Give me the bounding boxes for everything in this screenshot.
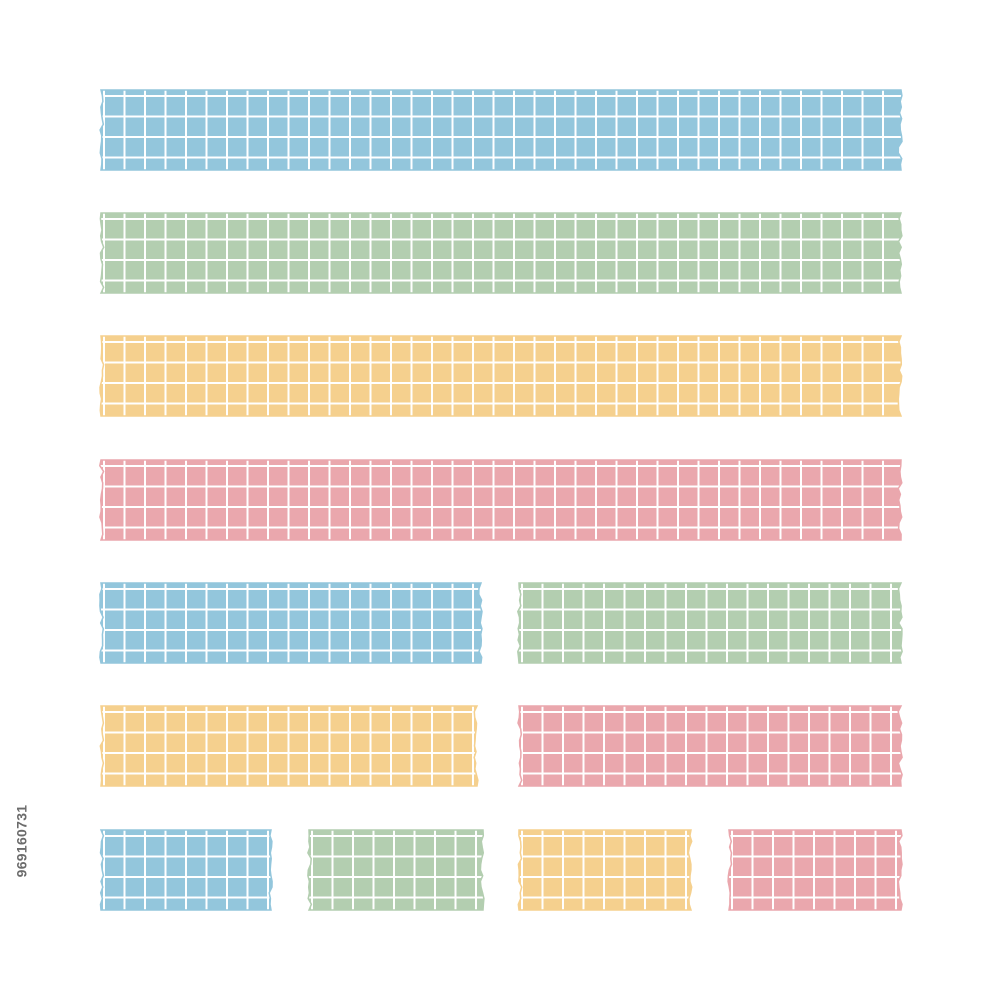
tape-grid (99, 583, 483, 663)
tape-body (518, 706, 903, 786)
tape-edge (99, 89, 903, 171)
stock-image-id-text: 969160731 (13, 804, 29, 878)
tape-medium-blue (99, 582, 483, 664)
tape-edge (99, 705, 479, 787)
tape-grid (517, 583, 903, 663)
tape-grid (100, 336, 902, 416)
tape-grid (728, 830, 902, 910)
tape-grid (100, 706, 478, 786)
tape-edge (517, 829, 693, 911)
tape-grid (518, 830, 692, 910)
tape-long-yellow (99, 335, 903, 417)
tape-short-yellow (517, 829, 693, 911)
tape-edge (99, 829, 273, 911)
tape-grid (518, 706, 903, 786)
tape-long-green (99, 212, 903, 294)
tape-long-blue (99, 89, 903, 171)
tape-body (728, 830, 902, 910)
tape-edge (99, 335, 903, 417)
tape-body (100, 336, 902, 416)
tape-body (100, 213, 902, 293)
tape-grid (307, 830, 484, 910)
tape-medium-pink (517, 705, 903, 787)
tape-grid (99, 460, 902, 540)
tape-body (517, 583, 903, 663)
tape-edge (517, 705, 903, 787)
tape-body (100, 90, 903, 170)
tape-medium-yellow (99, 705, 479, 787)
tape-medium-green (516, 582, 903, 664)
tape-short-pink (727, 829, 903, 911)
tape-grid (100, 90, 903, 170)
stock-image-id: 969160731 (6, 766, 36, 916)
tape-edge (727, 829, 903, 911)
tape-short-blue (99, 829, 273, 911)
tape-short-green (307, 829, 485, 911)
tape-edge (516, 582, 903, 664)
tape-grid (100, 830, 273, 910)
tape-edge (307, 829, 485, 911)
tape-edge (99, 582, 483, 664)
tape-body (99, 583, 483, 663)
tape-body (99, 460, 902, 540)
tape-edge (99, 459, 903, 541)
tape-grid (100, 213, 902, 293)
tape-long-pink (99, 459, 903, 541)
tape-edge (99, 212, 903, 294)
tape-body (307, 830, 484, 910)
